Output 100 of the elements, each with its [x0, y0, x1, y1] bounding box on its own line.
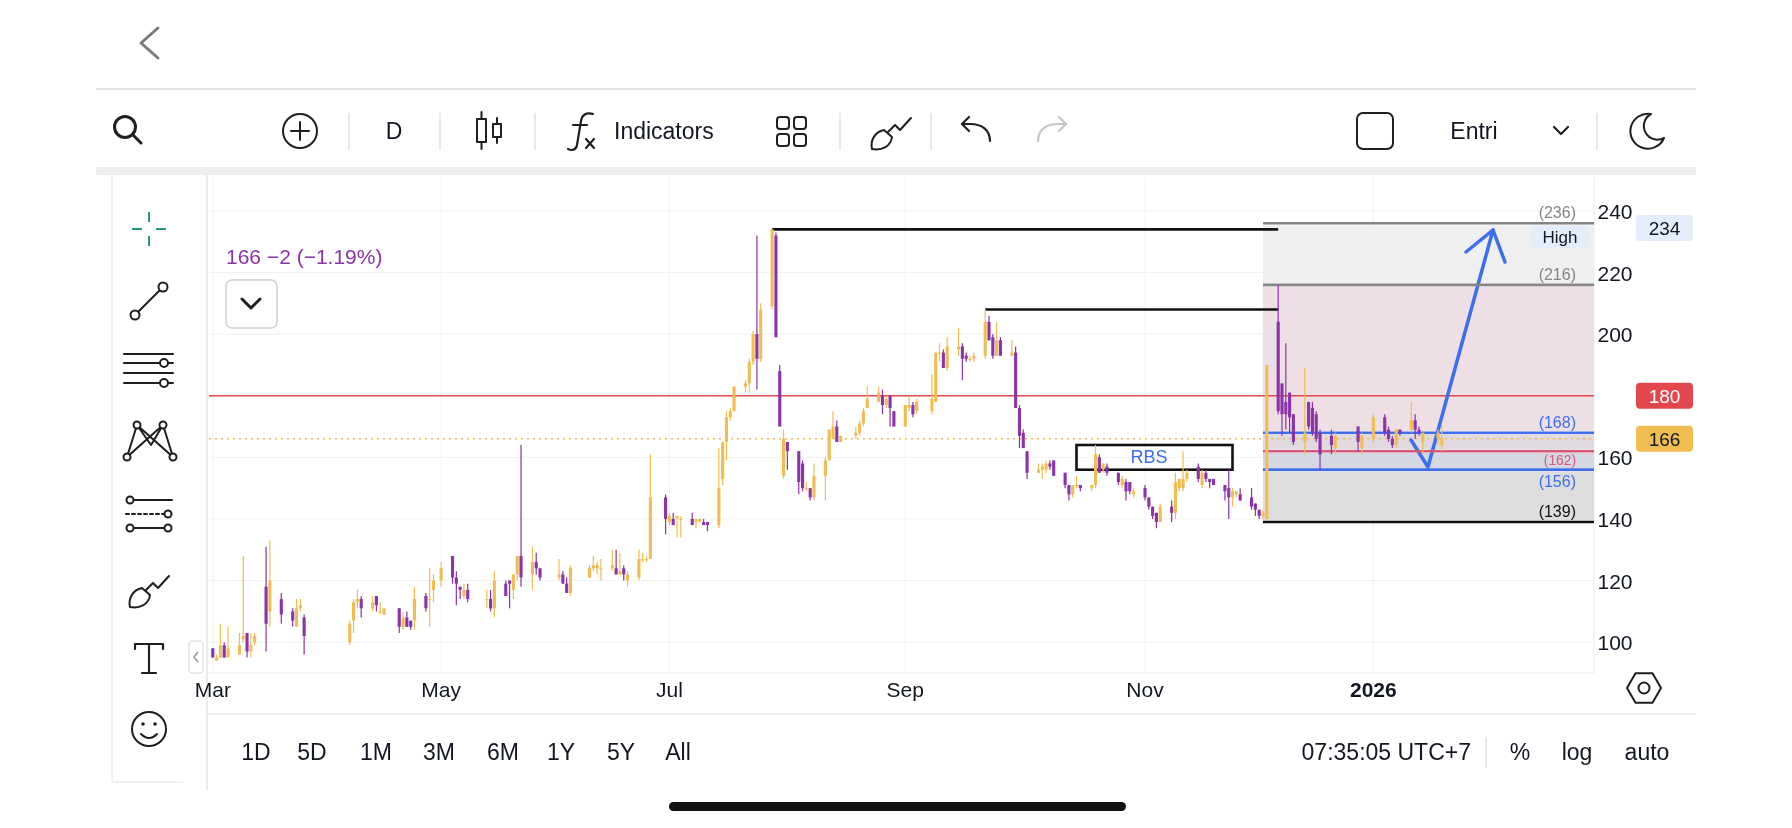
candlestick	[1044, 459, 1048, 474]
candlestick	[1025, 450, 1029, 480]
candlestick	[823, 456, 827, 502]
candlestick	[785, 441, 789, 471]
candlestick	[355, 589, 359, 609]
candlestick	[637, 549, 641, 582]
candlestick	[508, 579, 512, 609]
candlestick	[861, 407, 866, 428]
candlestick	[237, 632, 241, 656]
y-tick-label: 160	[1597, 445, 1633, 469]
candlestick	[998, 336, 1002, 357]
text: D	[385, 118, 403, 144]
ref-line-label: 180	[1648, 385, 1681, 407]
candlestick	[1227, 469, 1231, 520]
text: 5Y	[606, 739, 636, 765]
candlestick	[1409, 401, 1413, 434]
x-tick-label: Nov	[1126, 677, 1165, 701]
annotation: RBS	[1130, 447, 1168, 467]
candlestick	[614, 549, 618, 576]
y-tick-label: 100	[1597, 630, 1633, 654]
candlestick	[466, 583, 470, 603]
candlestick	[1284, 342, 1288, 431]
candlestick	[694, 518, 698, 529]
x-tick-label: Mar	[194, 677, 231, 701]
candlestick	[515, 555, 519, 582]
candlestick	[888, 395, 892, 428]
series-label: (216)	[1538, 265, 1576, 283]
candlestick	[302, 613, 306, 656]
text: auto	[1624, 739, 1670, 765]
series-label: (139)	[1538, 502, 1576, 520]
ref-line-label: 166	[1648, 428, 1681, 450]
candlestick	[812, 462, 816, 502]
candlestick	[359, 595, 363, 619]
text: 3M	[423, 739, 455, 765]
text: 07:35:05 UTC+7	[1301, 739, 1471, 765]
candlestick	[279, 592, 283, 625]
text: %	[1509, 739, 1531, 765]
text: 6M	[487, 739, 519, 765]
candlestick	[1249, 487, 1254, 511]
x-tick-label: Jul	[655, 677, 683, 701]
y-tick-label: 220	[1597, 261, 1633, 284]
candlestick	[968, 355, 972, 363]
candlestick	[226, 626, 230, 659]
candlestick	[1097, 453, 1101, 474]
candlestick	[1356, 425, 1360, 452]
candlestick	[439, 561, 443, 588]
y-tick-label: 200	[1597, 322, 1633, 346]
series-label: (168)	[1538, 413, 1576, 431]
y-tick-label: 240	[1597, 199, 1633, 223]
text: Entri	[1450, 118, 1498, 144]
candlestick	[218, 623, 222, 659]
candlestick	[995, 321, 999, 357]
text: 166 −2 (−1.19%)	[226, 244, 383, 268]
text: 234	[1648, 217, 1681, 239]
candlestick	[835, 419, 839, 443]
text: 1Y	[546, 739, 576, 765]
candlestick	[534, 552, 538, 576]
candlestick	[945, 336, 949, 372]
candlestick	[1413, 413, 1417, 440]
candlestick	[241, 555, 245, 643]
x-tick-label: Sep	[886, 677, 924, 701]
candlestick	[431, 573, 436, 603]
x-tick-label: 2026	[1349, 677, 1397, 701]
candlestick	[511, 573, 515, 600]
candlestick	[462, 583, 466, 600]
candlestick	[352, 598, 356, 634]
text: All	[665, 739, 691, 765]
text: 1D	[241, 739, 271, 765]
x-tick-label: May	[421, 677, 462, 701]
candlestick	[401, 610, 405, 631]
candlestick	[530, 546, 534, 591]
candlestick	[519, 444, 523, 588]
candlestick	[1200, 469, 1204, 489]
y-tick-label: 140	[1597, 507, 1633, 531]
candlestick	[450, 555, 455, 585]
text: log	[1561, 739, 1593, 765]
candlestick	[424, 592, 428, 612]
series-label: (236)	[1538, 203, 1576, 221]
candlestick	[397, 607, 401, 634]
series-label: (156)	[1538, 472, 1576, 490]
series-label: (162)	[1543, 452, 1576, 469]
candlestick	[1329, 429, 1334, 455]
candlestick	[249, 632, 253, 659]
candlestick	[1170, 499, 1174, 523]
text: Indicators	[614, 118, 714, 144]
y-tick-label: 120	[1597, 569, 1633, 593]
candlestick	[1124, 478, 1128, 502]
candlestick	[557, 558, 561, 582]
candlestick	[957, 327, 961, 357]
text: 5D	[297, 739, 327, 765]
candlestick	[458, 586, 462, 600]
candlestick	[1360, 432, 1364, 455]
candlestick	[960, 342, 964, 381]
candlestick	[1383, 413, 1387, 437]
candlestick	[1196, 462, 1200, 483]
candlestick	[348, 620, 352, 646]
candlestick	[1181, 450, 1185, 492]
candlestick	[1223, 484, 1227, 502]
candlestick	[454, 570, 458, 606]
candlestick	[245, 632, 249, 659]
